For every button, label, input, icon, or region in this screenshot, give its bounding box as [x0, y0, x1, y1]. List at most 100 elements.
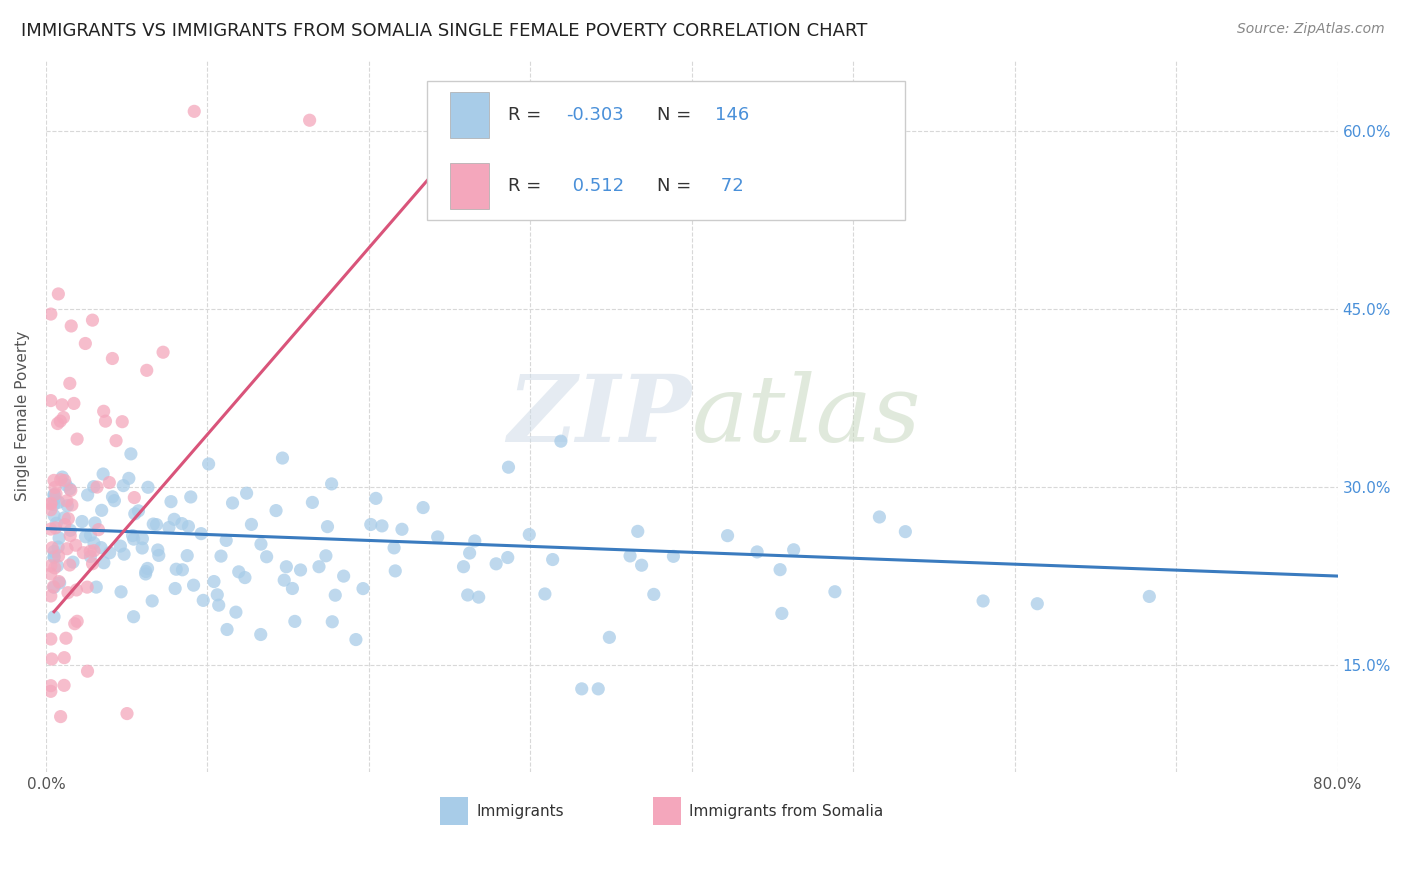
- Text: N =: N =: [657, 106, 697, 124]
- Point: [344, 632, 367, 647]
- Point: [176, 549, 198, 563]
- Point: [586, 681, 609, 696]
- Point: [458, 546, 481, 560]
- Point: [221, 496, 243, 510]
- Point: [485, 557, 508, 571]
- Point: [90, 503, 112, 517]
- Point: [215, 623, 238, 637]
- Point: [163, 512, 186, 526]
- Point: [59, 376, 82, 391]
- Point: [157, 520, 180, 534]
- Point: [1026, 597, 1049, 611]
- Point: [122, 532, 145, 546]
- Point: [165, 562, 187, 576]
- Point: [42, 580, 65, 594]
- Text: Immigrants: Immigrants: [477, 804, 564, 819]
- Text: N =: N =: [657, 177, 697, 195]
- Point: [716, 529, 738, 543]
- Point: [209, 549, 232, 563]
- Point: [82, 557, 104, 571]
- Text: R =: R =: [509, 177, 547, 195]
- Point: [49, 709, 72, 723]
- Point: [233, 571, 256, 585]
- Point: [48, 549, 70, 563]
- Point: [59, 528, 82, 542]
- Point: [141, 594, 163, 608]
- Point: [51, 398, 73, 412]
- Point: [49, 473, 72, 487]
- Point: [55, 478, 77, 492]
- Point: [207, 588, 229, 602]
- Point: [276, 559, 298, 574]
- Point: [55, 631, 77, 645]
- Point: [131, 532, 153, 546]
- Point: [496, 550, 519, 565]
- Point: [53, 510, 76, 524]
- Point: [39, 684, 62, 698]
- Point: [59, 558, 82, 572]
- Point: [177, 519, 200, 533]
- Point: [131, 541, 153, 555]
- Point: [215, 533, 238, 548]
- Point: [39, 589, 62, 603]
- Point: [541, 552, 564, 566]
- Point: [745, 545, 768, 559]
- Point: [127, 504, 149, 518]
- Point: [83, 480, 105, 494]
- Point: [66, 614, 89, 628]
- Point: [225, 605, 247, 619]
- Point: [98, 475, 121, 490]
- Point: [42, 609, 65, 624]
- Point: [290, 563, 312, 577]
- Point: [42, 544, 65, 558]
- Text: 0.512: 0.512: [567, 177, 624, 195]
- Point: [643, 587, 665, 601]
- Point: [84, 580, 107, 594]
- Point: [391, 522, 413, 536]
- Point: [53, 678, 76, 692]
- Point: [39, 496, 62, 510]
- Point: [630, 558, 652, 573]
- Point: [58, 511, 80, 525]
- Point: [894, 524, 917, 539]
- Point: [39, 522, 62, 536]
- Point: [298, 113, 321, 128]
- Point: [360, 517, 382, 532]
- Point: [112, 478, 135, 492]
- Point: [39, 307, 62, 321]
- Point: [60, 318, 83, 333]
- Point: [271, 451, 294, 466]
- Point: [136, 561, 159, 575]
- Point: [42, 487, 65, 501]
- Point: [110, 539, 132, 553]
- Text: 146: 146: [716, 106, 749, 124]
- Point: [103, 493, 125, 508]
- Point: [90, 541, 112, 555]
- Point: [197, 457, 219, 471]
- Point: [45, 487, 67, 501]
- Point: [41, 652, 63, 666]
- Text: IMMIGRANTS VS IMMIGRANTS FROM SOMALIA SINGLE FEMALE POVERTY CORRELATION CHART: IMMIGRANTS VS IMMIGRANTS FROM SOMALIA SI…: [21, 22, 868, 40]
- Point: [51, 470, 73, 484]
- Point: [235, 486, 257, 500]
- Point: [44, 480, 66, 494]
- Point: [84, 516, 107, 530]
- Point: [48, 576, 70, 591]
- Point: [145, 517, 167, 532]
- Point: [240, 517, 263, 532]
- Point: [48, 531, 70, 545]
- Point: [662, 549, 685, 564]
- Point: [152, 345, 174, 359]
- Point: [371, 519, 394, 533]
- Point: [321, 476, 343, 491]
- Y-axis label: Single Female Poverty: Single Female Poverty: [15, 331, 30, 501]
- Point: [93, 556, 115, 570]
- Point: [426, 530, 449, 544]
- Point: [135, 566, 157, 581]
- Point: [42, 492, 65, 507]
- Point: [467, 590, 489, 604]
- Bar: [450, 92, 489, 138]
- Point: [46, 417, 69, 431]
- Point: [105, 434, 128, 448]
- Point: [115, 706, 138, 721]
